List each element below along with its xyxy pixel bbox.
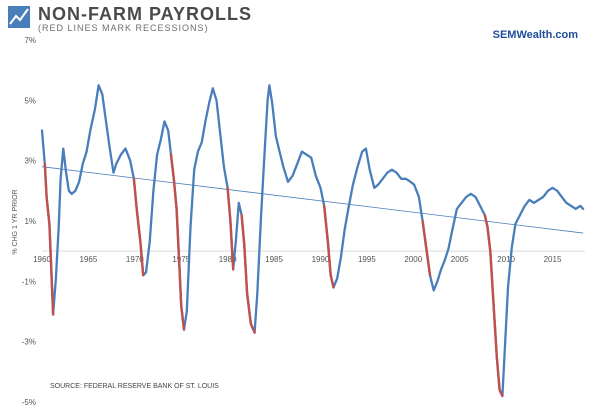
- x-tick-label: 1970: [126, 255, 144, 264]
- y-tick-label: 3%: [24, 157, 36, 166]
- x-tick-label: 1975: [172, 255, 190, 264]
- recession-segment: [226, 186, 235, 271]
- y-tick-label: -1%: [22, 277, 36, 286]
- x-axis-ticks: 1960 1965 1970 1975 1980 1985 1990 1995 2000 2005…: [33, 255, 562, 264]
- recession-segment: [169, 153, 186, 331]
- y-tick-label: 7%: [24, 36, 36, 45]
- x-tick-label: 1960: [33, 255, 51, 264]
- x-tick-label: 1990: [312, 255, 330, 264]
- x-tick-label: 2015: [544, 255, 562, 264]
- chart-title: NON-FARM PAYROLLS: [38, 4, 252, 24]
- recession-segment: [43, 162, 55, 316]
- x-tick-label: 2000: [404, 255, 422, 264]
- recession-segment: [132, 177, 145, 277]
- x-tick-label: 1980: [219, 255, 237, 264]
- source-note: SOURCE: FEDERAL RESERVE BANK OF ST. LOUI…: [50, 383, 219, 390]
- x-tick-label: 2010: [497, 255, 515, 264]
- x-tick-label: 1985: [265, 255, 283, 264]
- y-axis-label: % CHG 1 YR PRIOR: [12, 189, 19, 254]
- brand-label: SEMWealth.com: [493, 29, 579, 41]
- y-axis-ticks: -5% -3% -1% 1% 3% 5% 7%: [22, 36, 36, 407]
- x-tick-label: 2005: [451, 255, 469, 264]
- recession-segment: [483, 213, 504, 398]
- recession-segment: [323, 204, 335, 289]
- header-logo: [8, 6, 30, 28]
- x-tick-label: 1995: [358, 255, 376, 264]
- series-line-payrolls: [40, 84, 585, 398]
- recession-segment: [421, 219, 432, 277]
- y-tick-label: 5%: [24, 96, 36, 105]
- y-tick-label: 1%: [24, 217, 36, 226]
- y-tick-label: -3%: [22, 338, 36, 347]
- trend-line: [41, 166, 584, 234]
- chart-subtitle: (RED LINES MARK RECESSIONS): [38, 23, 209, 33]
- recession-segment: [240, 213, 256, 334]
- y-tick-label: -5%: [22, 398, 36, 407]
- recession-segments: [43, 153, 504, 398]
- logo-mark-icon: [9, 8, 29, 25]
- x-tick-label: 1965: [80, 255, 98, 264]
